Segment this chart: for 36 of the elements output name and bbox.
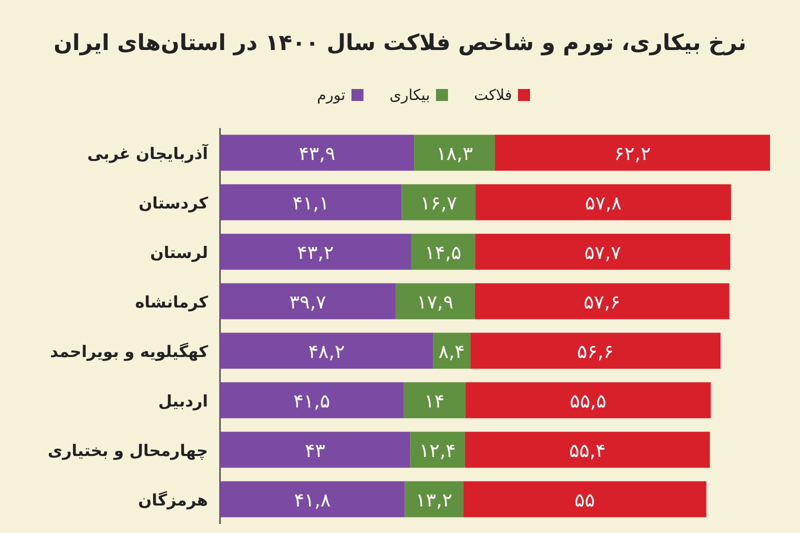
data-label: ۵۶,۶ (577, 340, 614, 363)
data-label: ۱۳,۲ (416, 489, 452, 512)
data-label: ۴۱,۱ (292, 192, 330, 214)
category-label: هرمزگان (138, 490, 208, 510)
data-label: ۵۵,۵ (570, 390, 606, 412)
data-label: ۵۷,۶ (584, 291, 620, 314)
data-label: ۴۱,۸ (294, 489, 331, 512)
data-label: ۱۴,۵ (424, 242, 462, 264)
data-label: ۱۲,۴ (419, 440, 456, 462)
data-label: ۳۹,۷ (289, 291, 326, 314)
data-label: ۴۸,۲ (308, 340, 345, 363)
data-label: ۴۱,۵ (293, 390, 330, 412)
category-label: آذربایجان غربی (87, 144, 208, 163)
category-label: لرستان (150, 242, 208, 262)
legend-label: فلاکت (474, 86, 512, 104)
data-label: ۱۷,۹ (416, 291, 454, 314)
data-label: ۸,۴ (438, 340, 465, 363)
data-label: ۴۳,۹ (298, 142, 336, 165)
category-label: کهگیلویه و بویراحمد (50, 342, 208, 361)
data-label: ۱۸,۳ (436, 142, 473, 165)
legend-label: تورم (316, 86, 346, 104)
data-label: ۱۶,۷ (420, 192, 457, 214)
data-label: ۴۳,۲ (297, 242, 334, 264)
data-label: ۵۵,۴ (569, 440, 606, 462)
data-label: ۵۵ (574, 489, 595, 512)
category-label: کردستان (138, 193, 208, 212)
data-label: ۵۷,۷ (584, 242, 621, 264)
category-label: کرمانشاه (135, 292, 208, 312)
category-label: اردبیل (158, 391, 208, 410)
data-label: ۵۷,۸ (585, 192, 622, 214)
title: نرخ بیکاری، تورم و شاخص فلاکت سال ۱۴۰۰ در استان‌های ایران (54, 31, 746, 56)
legend-label: بیکاری (389, 86, 430, 104)
data-label: ۶۲,۲ (614, 142, 651, 165)
data-label: ۱۴ (424, 390, 445, 412)
category-label: چهارمحال و بختیاری (48, 440, 208, 460)
data-label: ۴۳ (304, 440, 326, 462)
